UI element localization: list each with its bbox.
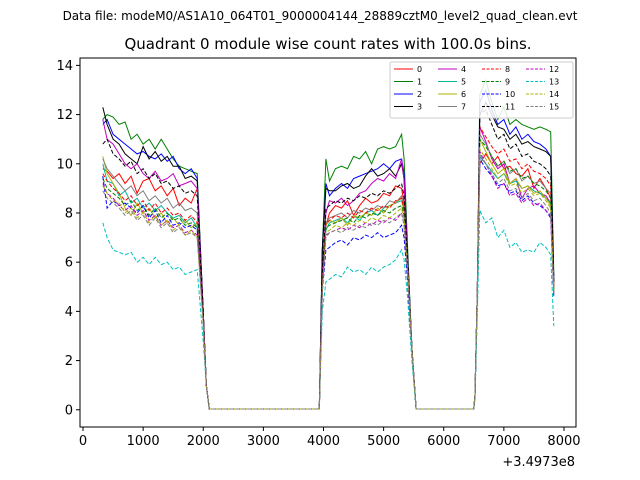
figure-suptitle: Data file: modeM0/AS1A10_064T01_90000041… (63, 9, 578, 23)
x-tick-label: 7000 (487, 434, 520, 449)
y-tick-label: 10 (56, 157, 73, 172)
legend-label-8: 8 (505, 65, 510, 74)
legend-label-7: 7 (461, 103, 466, 112)
legend-label-12: 12 (549, 65, 559, 74)
legend-label-9: 9 (505, 78, 510, 87)
series-line-12 (102, 151, 555, 410)
x-offset-label: +3.4973e8 (502, 455, 575, 470)
y-tick-label: 4 (65, 305, 73, 320)
legend-label-4: 4 (461, 65, 466, 74)
series-line-15 (102, 152, 555, 410)
y-tick-label: 2 (65, 354, 73, 369)
x-tick-label: 3000 (247, 434, 280, 449)
legend-label-14: 14 (549, 90, 559, 99)
x-tick-label: 0 (79, 434, 87, 449)
series-line-3 (102, 101, 555, 410)
x-tick-label: 8000 (547, 434, 580, 449)
legend-label-13: 13 (549, 78, 559, 87)
legend-box (389, 61, 574, 119)
y-tick-label: 14 (56, 59, 73, 74)
legend-label-10: 10 (505, 90, 515, 99)
x-tick-label: 2000 (187, 434, 220, 449)
legend-label-1: 1 (417, 78, 422, 87)
x-tick-label: 4000 (307, 434, 340, 449)
x-tick-label: 5000 (367, 434, 400, 449)
series-line-8 (102, 125, 555, 410)
series-line-9 (102, 137, 555, 410)
y-tick-label: 8 (65, 206, 73, 221)
legend-label-6: 6 (461, 90, 466, 99)
legend-label-2: 2 (417, 90, 422, 99)
series-line-10 (102, 157, 555, 410)
series-line-13 (102, 210, 555, 410)
y-tick-label: 6 (65, 256, 73, 271)
legend-label-15: 15 (549, 103, 559, 112)
x-axis: 0 1000 2000 3000 4000 5000 6000 7000 8000 (79, 427, 581, 449)
legend-label-3: 3 (417, 103, 422, 112)
x-tick-label: 1000 (127, 434, 160, 449)
series-line-5 (102, 155, 555, 410)
y-tick-label: 12 (56, 108, 73, 123)
series-line-11 (102, 108, 555, 410)
legend-label-5: 5 (461, 78, 466, 87)
plot-area: 0 1000 2000 3000 4000 5000 6000 7000 8000 0 2 4 6 8 1… (56, 57, 581, 470)
series-line-0 (102, 152, 555, 410)
x-tick-label: 6000 (427, 434, 460, 449)
y-axis: 0 2 4 6 8 10 12 14 (56, 59, 80, 418)
chart-title: Quadrant 0 module wise count rates with … (124, 35, 531, 53)
series-line-4 (102, 119, 555, 410)
series-layer (102, 78, 555, 410)
series-line-6 (102, 138, 555, 410)
y-tick-label: 0 (65, 403, 73, 418)
axes-frame (79, 57, 577, 428)
legend-label-0: 0 (417, 65, 422, 74)
legend-label-11: 11 (505, 103, 515, 112)
